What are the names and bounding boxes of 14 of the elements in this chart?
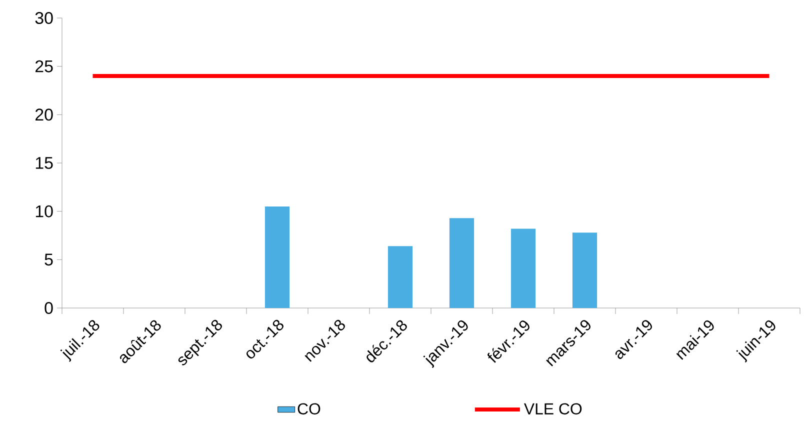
- y-tick-label: 25: [36, 60, 53, 72]
- bar: [572, 232, 598, 308]
- legend-label: VLE CO: [524, 403, 582, 414]
- legend-label: CO: [298, 403, 320, 414]
- y-tick-label: 30: [35, 12, 53, 24]
- y-tick-label: 15: [36, 157, 53, 169]
- y-tick-label: 10: [36, 205, 53, 218]
- y-tick-label: 0: [44, 302, 53, 314]
- y-tick-label: 5: [44, 254, 53, 266]
- bar: [510, 228, 536, 308]
- bar: [264, 206, 290, 308]
- y-tick-label: 20: [36, 108, 53, 121]
- bar: [449, 218, 474, 308]
- bar: [388, 246, 413, 308]
